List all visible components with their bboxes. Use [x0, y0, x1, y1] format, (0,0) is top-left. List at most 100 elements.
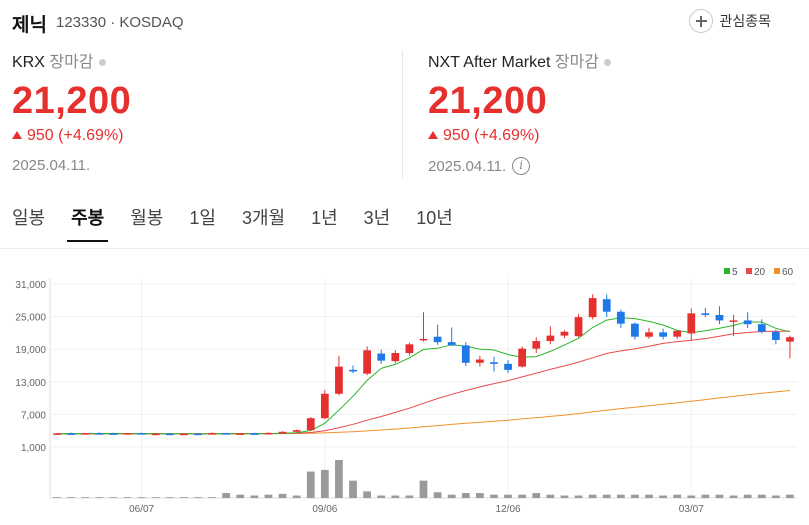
volume-bar [391, 495, 400, 498]
candle-body [377, 353, 386, 361]
status-dot-icon [604, 59, 612, 67]
stock-header: 제닉 123330 · KOSDAQ 관심종목 [12, 8, 797, 36]
y-tick-label: 7,000 [21, 410, 46, 421]
legend-swatch [746, 268, 752, 274]
tab-3years[interactable]: 3년 [363, 208, 391, 228]
legend-label: 5 [732, 267, 738, 278]
candle-body [306, 418, 315, 431]
tab-monthly[interactable]: 월봉 [130, 208, 164, 228]
candle-body [602, 299, 611, 312]
candle-body [659, 332, 667, 337]
y-tick-label: 31,000 [15, 280, 46, 291]
panel-divider [402, 50, 403, 178]
stock-code: 123330 · KOSDAQ [56, 14, 184, 31]
candle-body [560, 331, 569, 336]
period-tabs: 일봉 주봉 월봉 1일 3개월 1년 3년 10년 [12, 204, 479, 242]
candle-body [236, 433, 245, 435]
x-tick-label: 03/07 [679, 504, 704, 515]
nxt-date: 2025.04.11. i [428, 157, 788, 175]
tabs-divider [0, 248, 809, 249]
candle-body [208, 433, 216, 435]
candle-body [701, 313, 710, 315]
candle-body [631, 323, 639, 337]
volume-bar [532, 493, 541, 498]
candle-body [715, 314, 724, 321]
nxt-market-status: 장마감 [554, 54, 600, 71]
volume-bar [278, 493, 287, 498]
volume-bar [123, 497, 132, 498]
volume-bar [151, 497, 160, 498]
volume-bar [673, 494, 682, 498]
candle-body [391, 353, 400, 362]
candle-body [123, 433, 132, 435]
volume-bar [743, 494, 752, 498]
volume-bar [659, 495, 667, 498]
x-tick-label: 06/07 [129, 504, 154, 515]
tab-1day[interactable]: 1일 [189, 208, 216, 228]
volume-bar [518, 494, 527, 498]
candle-body [673, 330, 682, 337]
volume-bar [109, 497, 118, 498]
tab-3months[interactable]: 3개월 [241, 208, 286, 228]
candle-body [363, 350, 371, 374]
candle-body [278, 431, 287, 434]
legend-swatch [724, 268, 730, 274]
volume-bar [320, 469, 329, 498]
volume-bar [757, 494, 766, 498]
candle-body [757, 324, 766, 332]
volume-bar [95, 497, 104, 498]
tab-daily[interactable]: 일봉 [12, 208, 46, 228]
status-dot-icon [98, 59, 106, 67]
volume-bar [701, 494, 710, 498]
volume-bar [588, 494, 597, 498]
volume-bar [574, 495, 583, 498]
tab-10years[interactable]: 10년 [416, 208, 453, 228]
y-tick-label: 25,000 [15, 313, 46, 324]
volume-bar [349, 480, 357, 498]
volume-bar [447, 494, 456, 498]
candle-body [264, 432, 273, 435]
volume-bar [687, 495, 696, 498]
candle-body [67, 433, 76, 435]
volume-bar [67, 497, 76, 498]
volume-bar [419, 480, 428, 498]
candle-body [433, 336, 442, 343]
candle-body [771, 331, 780, 340]
candlestick-chart-svg[interactable]: 31,000 25,000 19,000 13,000 7,000 1,000 06/07 0… [0, 262, 809, 525]
candle-body [786, 337, 794, 342]
candle-body [405, 344, 414, 354]
x-tick-label: 12/06 [496, 504, 521, 515]
x-tick-label: 09/06 [312, 504, 337, 515]
add-watchlist-button[interactable]: 관심종목 [689, 8, 771, 34]
candle-body [320, 393, 329, 419]
volume-bar [729, 495, 738, 498]
volume-bar [335, 460, 343, 498]
krx-change-value: 950 (+4.69%) [27, 127, 124, 144]
tab-weekly[interactable]: 주봉 [67, 204, 109, 242]
price-chart[interactable]: 31,000 25,000 19,000 13,000 7,000 1,000 06/07 0… [0, 262, 809, 525]
candle-body [53, 433, 61, 435]
candle-body [419, 338, 428, 341]
candle-body [532, 341, 541, 349]
volume-bar [433, 492, 442, 498]
legend-label: 20 [754, 267, 766, 278]
volume-bar [546, 494, 555, 498]
y-tick-label: 19,000 [15, 345, 46, 356]
tab-1year[interactable]: 1년 [311, 208, 338, 228]
candle-body [95, 433, 104, 435]
y-tick-label: 1,000 [21, 443, 46, 454]
info-icon[interactable]: i [512, 157, 531, 175]
candle-body [729, 320, 738, 322]
up-triangle-icon [428, 131, 438, 139]
candle-body [222, 433, 231, 435]
ma5-line [56, 317, 791, 435]
candle-body [447, 342, 456, 346]
candle-body [109, 433, 118, 435]
volume-bar [715, 494, 724, 498]
volume-bar [292, 495, 301, 498]
candle-body [335, 366, 343, 394]
candle-body [151, 433, 160, 436]
candle-body [645, 332, 653, 337]
candle-body [165, 433, 174, 436]
volume-bar [222, 493, 231, 498]
